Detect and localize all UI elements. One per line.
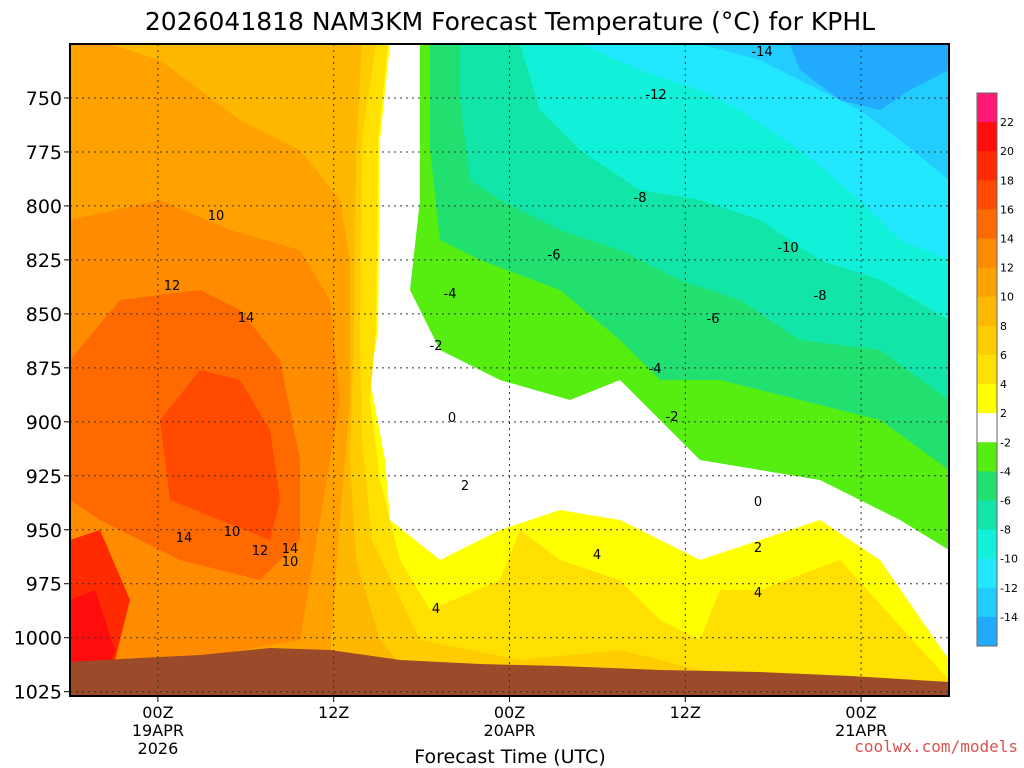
y-tick-label: 975 (26, 574, 62, 596)
colorbar-swatch (977, 93, 997, 123)
x-tick-label: 21APR (835, 721, 887, 740)
contour-label: -2 (666, 410, 679, 425)
contour-label: 2 (461, 479, 469, 494)
colorbar-swatch (977, 529, 997, 560)
x-tick-label: 12Z (670, 703, 701, 722)
contour-label: 0 (448, 411, 456, 426)
contour-label: -2 (430, 339, 443, 354)
x-tick-label: 00Z (494, 703, 525, 722)
colorbar-swatch (977, 616, 997, 647)
colorbar: 22 20 18 16 14 12 10 8 6 4 2 -2 -4 -6 -8 -10 -12 -14 (976, 92, 1018, 647)
colorbar-swatch (977, 500, 997, 531)
band-ge-16 (160, 370, 280, 540)
y-tick-label: 875 (26, 358, 62, 380)
contour-label: 10 (224, 525, 241, 540)
colorbar-swatch (977, 238, 997, 269)
colorbar-label: 2 (1000, 407, 1007, 420)
contour-label: -8 (634, 191, 647, 206)
y-tick-label: 800 (26, 196, 62, 218)
x-axis-label: Forecast Time (UTC) (414, 746, 605, 768)
y-tick-label: 1000 (14, 628, 62, 650)
colorbar-label: -10 (1000, 553, 1018, 566)
y-tick-label: 950 (26, 520, 62, 542)
colorbar-label: 14 (1000, 233, 1014, 246)
y-tick-label: 825 (26, 250, 62, 272)
y-tick-label: 1025 (14, 682, 62, 704)
y-tick-label: 900 (26, 412, 62, 434)
colorbar-swatch (977, 354, 997, 385)
colorbar-swatch (977, 325, 997, 356)
band-le-m14 (790, 44, 949, 110)
colorbar-swatch (977, 267, 997, 298)
colorbar-swatch (977, 558, 997, 589)
y-tick-label: 925 (26, 466, 62, 488)
x-tick-label: 00Z (142, 703, 173, 722)
contour-label: -4 (444, 287, 457, 302)
contour-label: 14 (282, 542, 299, 557)
colorbar-swatch (977, 384, 997, 414)
contour-label: -4 (649, 362, 662, 377)
colorbar-swatch (977, 180, 997, 210)
contour-label: 14 (238, 311, 255, 326)
colorbar-label: 20 (1000, 145, 1014, 158)
colorbar-swatch (977, 151, 997, 181)
contour-label: 12 (252, 544, 269, 559)
contour-label: 0 (754, 495, 762, 510)
contour-label: -12 (645, 88, 666, 103)
colorbar-swatch (977, 122, 997, 152)
colorbar-label: 4 (1000, 378, 1007, 391)
colorbar-swatch (977, 587, 997, 618)
colorbar-label: -14 (1000, 611, 1018, 624)
contour-label: 4 (593, 548, 601, 563)
colorbar-swatch (977, 413, 997, 443)
colorbar-swatch (977, 209, 997, 240)
contour-label: 10 (282, 555, 299, 570)
colorbar-label: 6 (1000, 349, 1007, 362)
contour-label: -6 (707, 312, 720, 327)
colorbar-label: 22 (1000, 116, 1014, 129)
colorbar-label: -8 (1000, 524, 1011, 537)
colorbar-label: -12 (1000, 582, 1018, 595)
x-tick-label: 00Z (845, 703, 876, 722)
contour-label: 4 (754, 586, 762, 601)
colorbar-swatch (977, 296, 997, 327)
x-tick-label: 2026 (138, 739, 179, 758)
chart-title: 2026041818 NAM3KM Forecast Temperature (… (145, 7, 875, 36)
colorbar-label: -6 (1000, 494, 1011, 507)
colorbar-label: 10 (1000, 291, 1014, 304)
x-tick-label: 19APR (132, 721, 184, 740)
contour-label: 2 (754, 541, 762, 556)
surface-fill (70, 648, 949, 696)
contour-label: 14 (176, 531, 193, 546)
colorbar-frame (976, 92, 998, 647)
colorbar-label: 16 (1000, 203, 1014, 216)
colorbar-swatch (977, 471, 997, 501)
contour-label: -10 (777, 241, 798, 256)
contour-label: -8 (814, 289, 827, 304)
colorbar-label: 8 (1000, 320, 1007, 333)
contour-label: 4 (432, 602, 440, 617)
colorbar-label: 18 (1000, 174, 1014, 187)
contour-label: 10 (208, 209, 225, 224)
credit-text: coolwx.com/models (854, 737, 1018, 756)
y-tick-label: 775 (26, 142, 62, 164)
contour-label: -14 (751, 45, 772, 60)
y-tick-label: 850 (26, 304, 62, 326)
contour-label: -6 (548, 248, 561, 263)
y-axis-ticks: 750 775 800 825 850 875 900 925 950 975 1000 1025 (14, 88, 70, 704)
colorbar-label: -2 (1000, 436, 1011, 449)
grid (70, 44, 949, 696)
contour-label: 12 (164, 279, 181, 294)
colorbar-label: 12 (1000, 262, 1014, 275)
y-tick-label: 750 (26, 88, 62, 110)
x-tick-label: 20APR (483, 721, 535, 740)
colorbar-label: -4 (1000, 465, 1011, 478)
x-tick-label: 12Z (318, 703, 349, 722)
colorbar-swatch (977, 442, 997, 472)
